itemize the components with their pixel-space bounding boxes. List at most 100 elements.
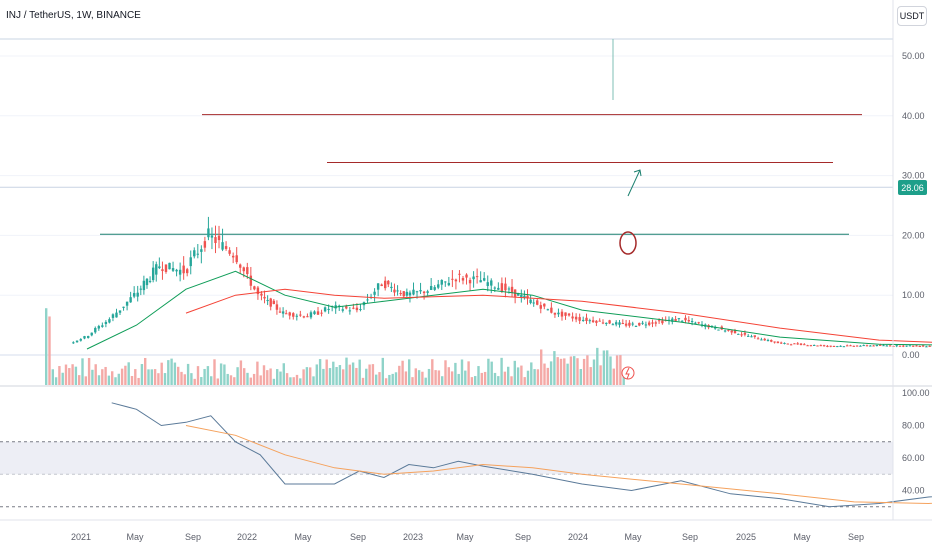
volume-bar bbox=[457, 373, 460, 385]
volume-bar bbox=[398, 365, 401, 385]
time-tick-label: Sep bbox=[848, 532, 864, 542]
candle-body bbox=[122, 306, 125, 308]
candle-body bbox=[139, 288, 142, 290]
candle-body bbox=[94, 328, 97, 333]
candle-body bbox=[129, 297, 132, 303]
candle-body bbox=[694, 322, 697, 324]
volume-bar bbox=[424, 377, 427, 385]
volume-bar bbox=[78, 375, 81, 385]
candle-body bbox=[507, 288, 511, 290]
candle-body bbox=[235, 255, 238, 263]
candle-body bbox=[72, 342, 75, 344]
volume-bar bbox=[606, 350, 609, 385]
candle-body bbox=[465, 274, 468, 278]
candle-body bbox=[776, 341, 780, 344]
volume-bar bbox=[464, 370, 467, 385]
volume-bar bbox=[127, 362, 130, 385]
volume-bar bbox=[173, 362, 177, 385]
candle-body bbox=[203, 241, 207, 248]
volume-bar bbox=[543, 363, 546, 385]
volume-bar bbox=[289, 377, 292, 385]
volume-bar bbox=[602, 350, 606, 385]
volume-bar bbox=[147, 369, 150, 385]
candle-body bbox=[210, 235, 214, 238]
candle-body bbox=[661, 320, 664, 324]
candle-body bbox=[902, 345, 905, 347]
candle-body bbox=[763, 338, 766, 341]
candle-body bbox=[164, 264, 168, 272]
volume-bar bbox=[388, 374, 391, 385]
volume-bar bbox=[318, 359, 322, 385]
candle-body bbox=[905, 345, 908, 347]
currency-button[interactable]: USDT bbox=[897, 6, 927, 26]
time-tick-label: Sep bbox=[350, 532, 366, 542]
volume-bar bbox=[226, 373, 229, 385]
annotations bbox=[612, 39, 642, 380]
volume-bar bbox=[599, 365, 602, 385]
candle-body bbox=[75, 340, 79, 343]
candle-body bbox=[786, 343, 789, 345]
candle-body bbox=[447, 282, 451, 286]
volume-bar bbox=[322, 368, 325, 385]
volume-bar bbox=[592, 359, 596, 385]
candle-body bbox=[158, 266, 161, 269]
volume-bar bbox=[272, 378, 276, 385]
candle-body bbox=[677, 318, 681, 320]
price-tick-label: 50.00 bbox=[902, 51, 925, 61]
annotation-arrow-head bbox=[633, 169, 642, 177]
price-tick-label: 10.00 bbox=[902, 290, 925, 300]
candle-body bbox=[224, 246, 228, 249]
candle-body bbox=[557, 312, 560, 315]
volume-bar bbox=[493, 372, 497, 385]
candle-body bbox=[228, 250, 231, 254]
volume-bar bbox=[325, 359, 328, 385]
volume-bar bbox=[540, 349, 543, 385]
candle-body bbox=[849, 345, 852, 347]
volume-bar bbox=[144, 357, 147, 385]
candle-body bbox=[595, 320, 598, 323]
candle-body bbox=[497, 287, 500, 290]
candle-body bbox=[773, 341, 776, 343]
candle-body bbox=[189, 257, 192, 267]
candle-body bbox=[520, 294, 523, 298]
volume-bar bbox=[437, 370, 441, 385]
candle-body bbox=[408, 292, 412, 296]
candle-body bbox=[882, 345, 885, 347]
price-tick-label: 40.00 bbox=[902, 111, 925, 121]
volume-bar bbox=[259, 375, 262, 385]
time-tick-label: May bbox=[456, 532, 474, 542]
candle-body bbox=[125, 301, 129, 306]
candle-body bbox=[320, 312, 323, 314]
volume-bar bbox=[371, 364, 375, 385]
volume-bar bbox=[84, 376, 87, 385]
rsi-tick-label: 100.00 bbox=[902, 388, 930, 398]
candle-body bbox=[760, 339, 763, 341]
candle-body bbox=[132, 293, 136, 297]
candle-body bbox=[756, 338, 760, 340]
price-tick-label: 30.00 bbox=[902, 171, 925, 181]
candle-body bbox=[285, 313, 288, 315]
volume-bar bbox=[503, 371, 507, 385]
candle-body bbox=[239, 264, 242, 268]
candle-body bbox=[242, 267, 245, 272]
candle-body bbox=[517, 293, 520, 296]
candle-body bbox=[412, 289, 415, 295]
candle-body bbox=[888, 345, 892, 347]
volume-bar bbox=[299, 378, 302, 385]
candle-body bbox=[118, 310, 122, 313]
candle-body bbox=[327, 308, 330, 310]
candle-body bbox=[631, 323, 634, 325]
volume-bar bbox=[150, 369, 153, 385]
candle-body bbox=[148, 280, 152, 282]
volume-bar bbox=[223, 364, 226, 385]
flash-icon bbox=[621, 366, 635, 380]
candle-body bbox=[299, 314, 302, 316]
candle-body bbox=[733, 330, 737, 334]
candle-body bbox=[789, 344, 793, 346]
candle-body bbox=[671, 318, 674, 322]
candle-body bbox=[341, 309, 344, 311]
candle-body bbox=[231, 255, 235, 258]
candle-body bbox=[872, 345, 875, 347]
candle-body bbox=[560, 311, 564, 317]
